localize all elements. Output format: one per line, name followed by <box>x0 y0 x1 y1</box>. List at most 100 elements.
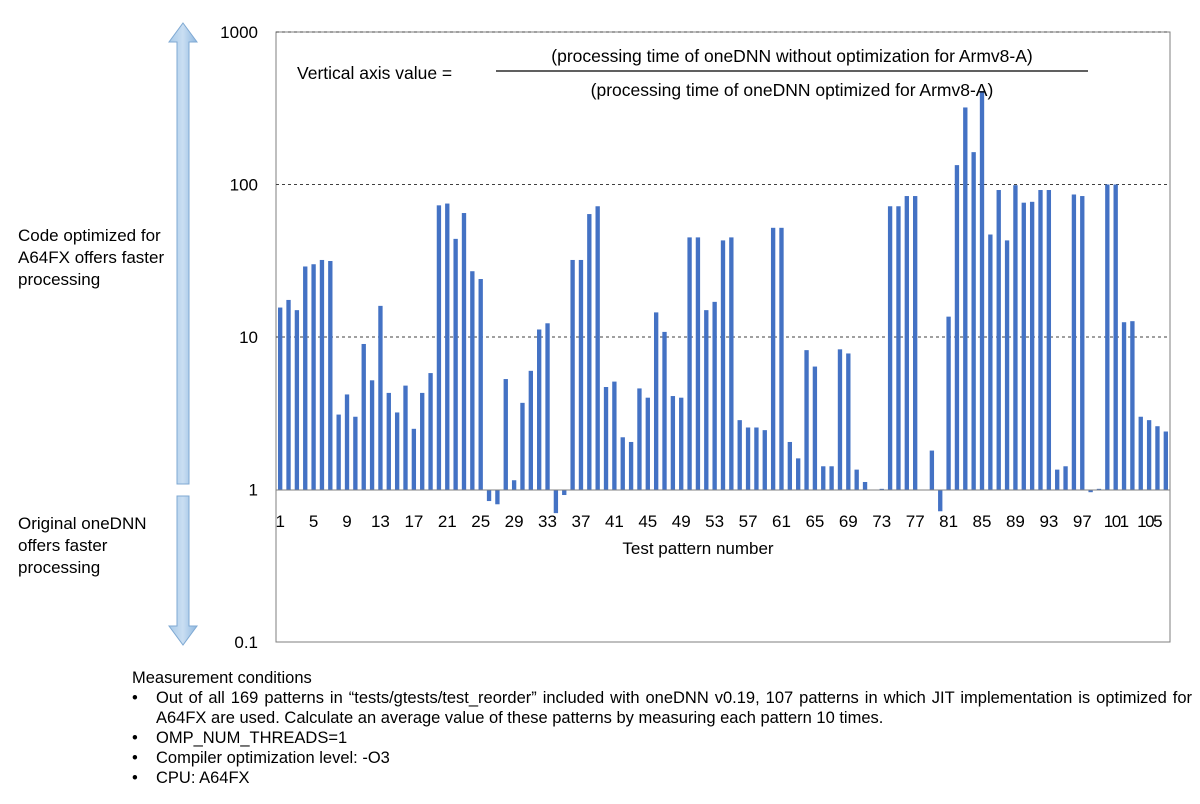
bar <box>453 238 458 490</box>
bar <box>394 412 400 490</box>
bar <box>628 441 634 490</box>
bar <box>1105 184 1110 490</box>
bar <box>545 323 550 490</box>
x-tick-label: 77 <box>906 512 925 531</box>
bar <box>1138 416 1143 490</box>
bar <box>653 312 659 490</box>
bar <box>411 428 417 490</box>
bar <box>821 466 826 490</box>
bar <box>837 349 843 490</box>
bar <box>1046 190 1052 490</box>
bar <box>578 259 584 490</box>
x-tick-label: 61 <box>772 512 791 531</box>
bar <box>369 380 375 490</box>
x-tick-label: 41 <box>605 512 624 531</box>
bar <box>720 240 726 490</box>
bar <box>1113 184 1118 490</box>
down-arrow-icon <box>168 495 198 646</box>
formula-numerator: (processing time of oneDNN without optim… <box>551 46 1032 66</box>
bar <box>528 370 533 490</box>
bar <box>286 299 291 490</box>
bar <box>336 414 341 490</box>
x-tick-label: 49 <box>672 512 691 531</box>
x-tick-label: 53 <box>705 512 724 531</box>
bar <box>971 152 976 490</box>
bar <box>729 237 734 490</box>
x-tick-label: 97 <box>1073 512 1092 531</box>
conditions-list: Out of all 169 patterns in “tests/gtests… <box>130 688 1192 788</box>
bar <box>478 279 483 490</box>
bar <box>319 259 325 490</box>
bar <box>679 397 684 490</box>
bar <box>879 488 884 490</box>
bar <box>344 394 350 490</box>
bar <box>804 350 809 490</box>
conditions-heading: Measurement conditions <box>132 669 312 687</box>
condition-item: Out of all 169 patterns in “tests/gtests… <box>130 688 1192 728</box>
bar <box>420 392 425 490</box>
x-tick-label: 69 <box>839 512 858 531</box>
bar <box>570 259 575 490</box>
x-tick-label: 25 <box>471 512 490 531</box>
bar <box>670 396 676 490</box>
bar <box>520 402 525 490</box>
y-tick-label: 1 <box>249 481 258 500</box>
bar <box>896 206 901 490</box>
x-tick-label: 85 <box>973 512 992 531</box>
side-label-faster-original: Original oneDNN offers faster processing <box>18 514 147 577</box>
bar <box>862 481 868 490</box>
bar <box>712 301 717 490</box>
x-tick-label: 9 <box>342 512 351 531</box>
x-tick-label: 73 <box>872 512 891 531</box>
y-axis-ticks: 1000 100 10 1 0.1 <box>220 23 258 652</box>
x-tick-label: 5 <box>309 512 318 531</box>
bar <box>278 307 283 490</box>
bar <box>1163 431 1168 490</box>
bar <box>1121 322 1127 490</box>
x-tick-label: 29 <box>505 512 524 531</box>
bar <box>637 388 642 490</box>
bar <box>687 237 692 490</box>
bar <box>612 381 617 490</box>
formula-lhs: Vertical axis value = <box>297 63 452 83</box>
bar <box>303 266 308 490</box>
x-tick-label: 1 <box>275 512 284 531</box>
condition-item: CPU: A64FX <box>130 768 1192 788</box>
bar <box>1096 488 1102 490</box>
bar <box>1146 420 1152 490</box>
bar <box>996 190 1001 490</box>
bar <box>913 196 918 490</box>
bar <box>353 416 358 490</box>
bar <box>779 227 784 490</box>
x-tick-label: 13 <box>371 512 390 531</box>
bar <box>603 387 609 490</box>
bar <box>1004 240 1010 490</box>
x-tick-label: 21 <box>438 512 457 531</box>
bar <box>645 397 650 490</box>
bar <box>854 469 859 490</box>
measurement-conditions: Measurement conditions Out of all 169 pa… <box>130 668 1192 788</box>
bar <box>378 305 383 490</box>
bar <box>745 427 751 490</box>
bar <box>595 206 600 490</box>
x-tick-label: 81 <box>939 512 958 531</box>
bar <box>1063 466 1068 490</box>
bar <box>511 480 517 490</box>
bar <box>662 331 667 490</box>
x-tick-label: 65 <box>805 512 824 531</box>
bar <box>1021 202 1026 490</box>
bar <box>787 441 793 490</box>
x-tick-label: 33 <box>538 512 557 531</box>
bar <box>1013 185 1018 490</box>
x-tick-label: 105 <box>1137 512 1162 531</box>
bar <box>587 214 592 490</box>
bar <box>294 310 300 490</box>
x-axis-ticks: 1 5 9 13 17 21 25 29 33 37 41 45 49 53 57 61 65 69 73 77 81 8… <box>275 512 1163 531</box>
y-tick-label: 10 <box>239 328 258 347</box>
bar <box>754 427 759 490</box>
bar <box>503 379 508 490</box>
x-tick-label: 45 <box>638 512 657 531</box>
bar <box>1130 321 1135 490</box>
bar <box>770 227 776 490</box>
y-tick-label: 0.1 <box>234 633 258 652</box>
